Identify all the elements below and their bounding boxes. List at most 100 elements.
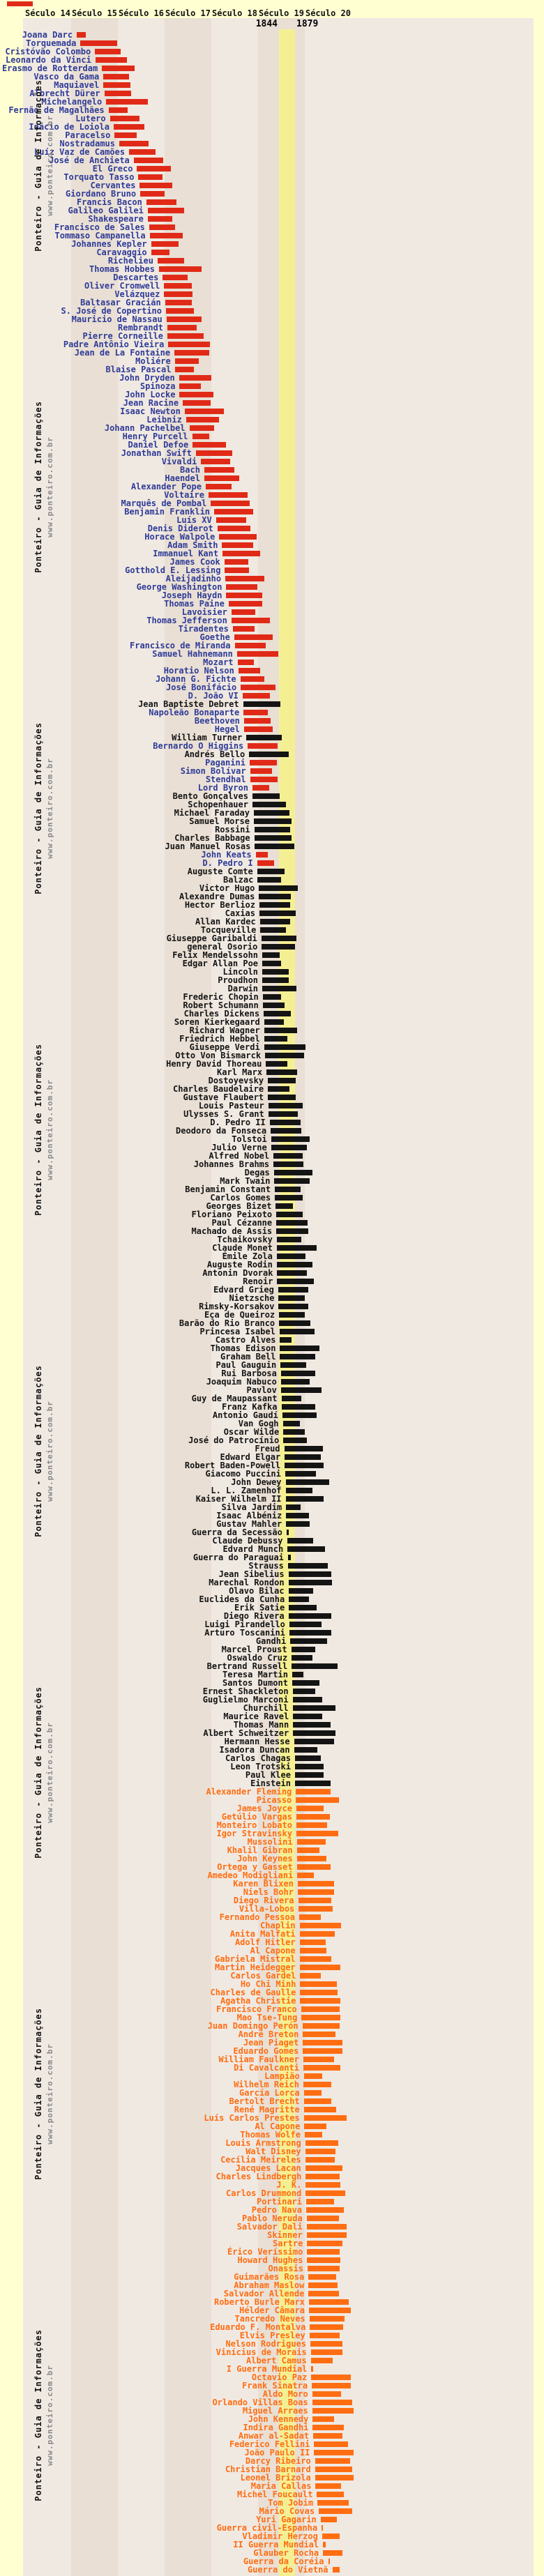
person-name: Padre Antônio Vieira <box>63 340 165 349</box>
timeline-row: Schopenhauer <box>0 800 544 809</box>
lifespan-bar <box>288 1588 314 1594</box>
lifespan-bar <box>307 2257 340 2263</box>
lifespan-bar <box>309 2308 352 2313</box>
lifespan-bar <box>264 1019 284 1025</box>
timeline-row: Rossini <box>0 825 544 834</box>
lifespan-bar <box>133 158 163 163</box>
lifespan-bar <box>275 1187 301 1192</box>
person-name: George Washington <box>136 582 222 592</box>
timeline-row: Nietzsche <box>0 1294 544 1302</box>
timeline-row: Fernão de Magalhães <box>0 106 544 114</box>
lifespan-bar <box>175 367 194 372</box>
timeline-row: Blaise Pascal <box>0 365 544 374</box>
timeline-row: Guerra do Paraguai <box>0 1553 544 1562</box>
lifespan-bar <box>277 1270 307 1276</box>
timeline-row: Khalil Gibran <box>0 1846 544 1854</box>
lifespan-bar <box>147 208 185 213</box>
lifespan-bar <box>303 2048 343 2054</box>
timeline-row: Francisco de Miranda <box>0 641 544 650</box>
lifespan-bar <box>299 1948 327 1953</box>
lifespan-bar <box>273 1153 303 1159</box>
lifespan-bar <box>113 124 144 130</box>
timeline-row: Juan Manuel Rosas <box>0 842 544 851</box>
lifespan-bar <box>292 1663 338 1669</box>
timeline-row: Auguste Comte <box>0 867 544 876</box>
person-name: Mário Covas <box>259 2506 315 2516</box>
timeline-row: Tancredo Neves <box>0 2315 544 2323</box>
person-name: II Guerra Mundial <box>233 2540 319 2550</box>
lifespan-bar <box>252 785 270 791</box>
person-name: Fernão de Magalhães <box>8 105 105 115</box>
person-name: Francisco Franco <box>216 2004 297 2014</box>
timeline-row: Vladimir Herzog <box>0 2532 544 2540</box>
timeline-row: Albrecht Dürer <box>0 89 544 98</box>
timeline-row: Di Cavalcanti <box>0 2064 544 2072</box>
person-name: Alexander Pope <box>130 482 202 491</box>
timeline-row: Joseph Haydn <box>0 591 544 600</box>
lifespan-bar <box>308 2274 336 2280</box>
person-name: André Breton <box>238 2029 299 2039</box>
timeline-row: Andrés Bello <box>0 750 544 759</box>
person-name: Eduardo Gomes <box>233 2046 299 2056</box>
timeline-row: Sartre <box>0 2239 544 2248</box>
timeline-row: John Kennedy <box>0 2415 544 2423</box>
timeline-row: Johann Pachelbel <box>0 424 544 432</box>
timeline-row: Jean de La Fontaine <box>0 349 544 357</box>
person-name: Howard Hughes <box>237 2255 303 2265</box>
person-name: Nostradamus <box>59 139 116 148</box>
person-name: Napoleão Bonaparte <box>149 708 240 717</box>
person-name: Horatio Nelson <box>163 666 234 676</box>
lifespan-bar <box>296 1806 324 1811</box>
lifespan-bar <box>294 1739 334 1744</box>
lifespan-bar <box>249 760 277 765</box>
lifespan-bar <box>254 827 290 832</box>
lifespan-bar <box>157 258 185 264</box>
lifespan-bar <box>246 735 282 740</box>
person-name: Thomas Jefferson <box>146 616 227 625</box>
timeline-row: Rui Barbosa <box>0 1369 544 1378</box>
timeline-row: Kaiser Wilhelm II <box>0 1495 544 1503</box>
lifespan-bar <box>216 517 246 523</box>
timeline-row: Thomas Edison <box>0 1344 544 1352</box>
person-name: Salvador Allende <box>223 2289 305 2299</box>
timeline-row: Lavoisier <box>0 608 544 616</box>
timeline-row: Ernest Shackleton <box>0 1687 544 1695</box>
timeline-row: Pierre Corneille <box>0 332 544 340</box>
timeline-row: Felix Mendelssohn <box>0 951 544 959</box>
person-name: Galileo Galilei <box>68 206 144 215</box>
timeline-row: Karen Blixen <box>0 1880 544 1888</box>
person-name: Denis Diderot <box>147 524 213 533</box>
lifespan-bar <box>217 526 251 531</box>
person-name: Robert Baden-Powell <box>184 1461 281 1470</box>
timeline-row: D. Pedro I <box>0 859 544 867</box>
person-name: Martin Heidegger <box>215 1963 296 1972</box>
person-name: Miguel Arraes <box>242 2406 308 2416</box>
timeline-row: Torquato Tasso <box>0 173 544 181</box>
person-name: Jean Racine <box>123 398 179 408</box>
timeline-row: Immanuel Kant <box>0 549 544 558</box>
person-name: Floriano Peixoto <box>191 1210 273 1219</box>
person-name: Ho Chi Minh <box>240 1979 296 1989</box>
lifespan-bar <box>237 660 254 665</box>
timeline-row: Michael Faraday <box>0 809 544 817</box>
person-name: Victor Hugo <box>199 883 255 893</box>
lifespan-bar <box>266 1061 287 1067</box>
timeline-row: Glauber Rocha <box>0 2549 544 2557</box>
lifespan-bar <box>297 1881 334 1887</box>
lifespan-bar <box>301 2015 340 2020</box>
lifespan-bar <box>261 936 296 941</box>
lifespan-bar <box>308 2266 340 2271</box>
person-name: Henry Purcell <box>122 432 188 441</box>
timeline-row: Salvador Dali <box>0 2223 544 2231</box>
person-name: Albert Camus <box>246 2356 307 2365</box>
timeline-row: John Keats <box>0 851 544 859</box>
timeline-row: Thomas Wolfe <box>0 2131 544 2139</box>
timeline-row: Bertrand Russell <box>0 1662 544 1670</box>
person-name: Eduardo F. Montalva <box>210 2322 306 2332</box>
person-name: Karen Blixen <box>233 1879 294 1889</box>
lifespan-bar <box>280 1354 315 1359</box>
person-name: Pavlov <box>246 1385 277 1395</box>
timeline-row: Eduardo Gomes <box>0 2047 544 2055</box>
century-label: Século 20 <box>305 8 352 18</box>
timeline-row: John Dewey <box>0 1478 544 1486</box>
